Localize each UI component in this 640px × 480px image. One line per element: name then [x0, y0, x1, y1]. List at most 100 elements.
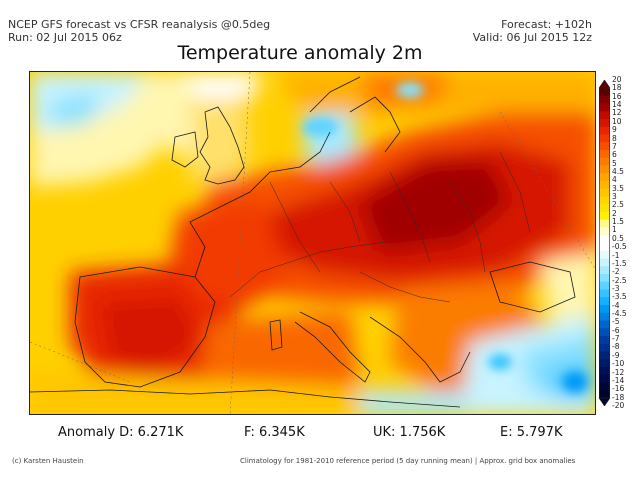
colorbar-tick-label: 4 — [612, 175, 617, 185]
coastlines — [30, 76, 576, 408]
colorbar-tick-label: -0.5 — [612, 242, 627, 252]
colorbar-swatch — [599, 258, 610, 267]
colorbar-swatch — [599, 95, 610, 104]
colorbar-tick-label: -2 — [612, 267, 620, 277]
colorbar-swatch — [599, 227, 610, 236]
colorbar-tick-label: 7 — [612, 141, 617, 151]
colorbar-swatch — [599, 320, 610, 329]
colorbar-tick-label: -2.5 — [612, 275, 627, 285]
colorbar-tick-label: -6 — [612, 325, 620, 335]
colorbar-swatch — [599, 281, 610, 290]
colorbar-swatch — [599, 390, 610, 399]
colorbar-tick-label: -10 — [612, 359, 625, 369]
anomaly-field — [30, 72, 595, 414]
colorbar-tick-label: 1.5 — [612, 217, 624, 227]
anomaly-map — [29, 71, 596, 415]
stat-france: F: 6.345K — [244, 425, 305, 440]
colorbar-swatch — [599, 266, 610, 275]
colorbar-swatch — [599, 150, 610, 159]
colorbar-swatch — [599, 359, 610, 368]
colorbar-swatch — [599, 382, 610, 391]
colorbar-tick-label: 4.5 — [612, 166, 624, 176]
colorbar-tick-label: -1 — [612, 250, 620, 260]
stat-anomaly-d: Anomaly D: 6.271K — [58, 425, 184, 440]
graticule — [30, 72, 595, 414]
colorbar-tick-label: -3.5 — [612, 292, 627, 302]
colorbar-swatch — [599, 374, 610, 383]
colorbar-swatch — [599, 312, 610, 321]
colorbar-swatch — [599, 204, 610, 213]
header-run-label: Run: 02 Jul 2015 06z — [8, 31, 122, 44]
colorbar-tick-label: -5 — [612, 317, 620, 327]
colorbar-swatch — [599, 343, 610, 352]
colorbar-swatch — [599, 219, 610, 228]
colorbar-tick-label: -1.5 — [612, 258, 627, 268]
colorbar-swatch — [599, 165, 610, 174]
colorbar-tick-label: 6 — [612, 150, 617, 160]
colorbar-tick-label: -8 — [612, 342, 620, 352]
cold-spots — [302, 82, 587, 392]
colorbar-swatch — [599, 351, 610, 360]
colorbar-swatch — [599, 196, 610, 205]
header-model-label: NCEP GFS forecast vs CFSR reanalysis @0.… — [8, 18, 271, 31]
colorbar-tick-label: -20 — [612, 401, 625, 410]
colorbar-swatch — [599, 173, 610, 182]
colorbar-tick-label: -12 — [612, 367, 625, 377]
colorbar-swatch — [599, 188, 610, 197]
anomaly-map-svg — [30, 72, 595, 414]
colorbar-tick-label: -18 — [612, 392, 625, 402]
colorbar-tick-label: 3 — [612, 192, 617, 202]
colorbar-swatch — [599, 328, 610, 337]
colorbar-tick-label: 5 — [612, 158, 617, 168]
map-title: Temperature anomaly 2m — [177, 42, 423, 64]
header-forecast-label: Forecast: +102h — [501, 18, 592, 31]
colorbar-tick-label: -4.5 — [612, 309, 627, 319]
colorbar-swatch — [599, 111, 610, 120]
colorbar-swatch — [599, 367, 610, 376]
colorbar-tick-label: 3.5 — [612, 183, 624, 193]
colorbar-tick-label: 2.5 — [612, 200, 624, 210]
colorbar-swatch — [599, 243, 610, 252]
colorbar-tick-label: 14 — [612, 100, 622, 110]
colorbar-swatch — [599, 157, 610, 166]
colorbar-swatch — [599, 142, 610, 151]
header-run-info: NCEP GFS forecast vs CFSR reanalysis @0.… — [8, 18, 270, 44]
colorbar-tick-label: 18 — [612, 83, 622, 93]
colorbar-tick-label: -16 — [612, 384, 625, 394]
colorbar-top-arrow — [598, 79, 611, 89]
colorbar-tick-label: -7 — [612, 334, 620, 344]
colorbar-tick-label: -9 — [612, 350, 620, 360]
colorbar-swatch — [599, 126, 610, 135]
colorbar-tick-label: 10 — [612, 116, 622, 126]
footer-credit: (c) Karsten Haustein — [12, 457, 84, 465]
colorbar-tick-label: 8 — [612, 133, 617, 143]
colorbar-swatch — [599, 119, 610, 128]
colorbar-frame — [599, 87, 610, 399]
colorbar-swatch — [599, 235, 610, 244]
colorbar-swatch — [599, 250, 610, 259]
header-valid-info: Forecast: +102h Valid: 06 Jul 2015 12z — [473, 18, 592, 44]
header-valid-label: Valid: 06 Jul 2015 12z — [472, 31, 592, 44]
colorbar-tick-label: -3 — [612, 283, 620, 293]
colorbar-tick-label: 2 — [612, 208, 617, 218]
colorbar-swatch — [599, 212, 610, 221]
colorbar-tick-label: -14 — [612, 375, 625, 385]
colorbar-swatch — [599, 88, 610, 97]
colorbar-tick-label: 16 — [612, 91, 622, 101]
colorbar-tick-label: 9 — [612, 125, 617, 135]
stat-e: E: 5.797K — [500, 425, 563, 440]
colorbar-tick-label: 0.5 — [612, 233, 624, 243]
country-borders — [229, 151, 531, 303]
colorbar-labels: 20 18 16 14 12 10 9 8 7 6 5 4.5 4 3.5 3 2.5 2 1.5 1 0.5 -0.5… — [612, 76, 640, 410]
colorbar-swatch — [599, 336, 610, 345]
colorbar-swatch — [599, 289, 610, 298]
colorbar-swatch — [599, 274, 610, 283]
colorbar-tick-label: 20 — [612, 75, 622, 84]
colorbar-tick-label: 12 — [612, 108, 622, 118]
colorbar-swatch — [599, 134, 610, 143]
stat-uk: UK: 1.756K — [373, 425, 446, 440]
colorbar-swatch — [599, 181, 610, 190]
colorbar-swatch — [599, 297, 610, 306]
colorbar-tick-label: -4 — [612, 300, 620, 310]
colorbar-tick-label: 1 — [612, 225, 617, 235]
